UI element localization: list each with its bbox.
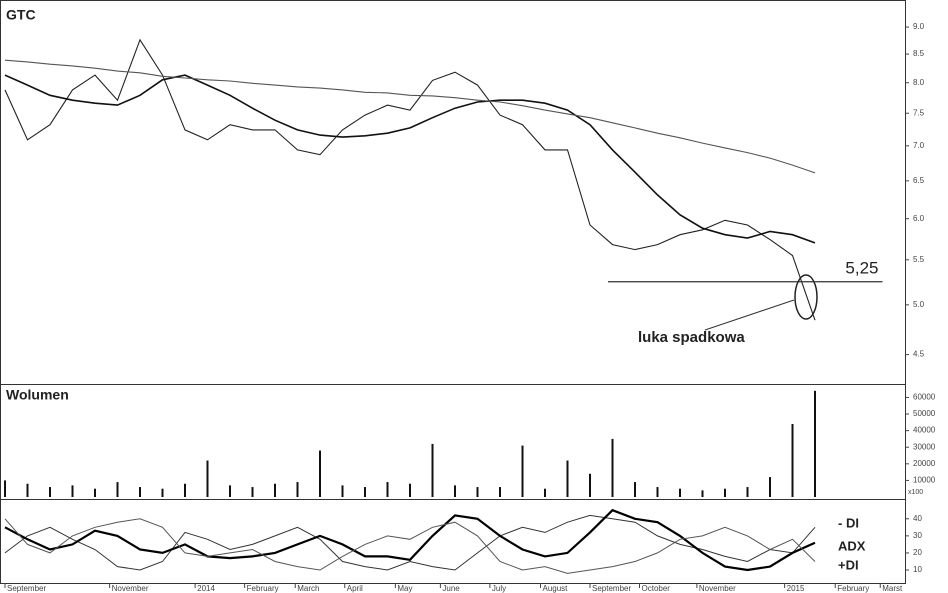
x-tick-label: February bbox=[837, 584, 869, 593]
legend-label: - DI bbox=[838, 515, 859, 530]
y-tick-label: 7.0 bbox=[913, 141, 925, 150]
volume-bar bbox=[274, 483, 276, 497]
y-tick-label: 30000 bbox=[913, 442, 936, 451]
volume-bar bbox=[589, 473, 591, 497]
volume-bar bbox=[566, 460, 569, 497]
x-tick-label: August bbox=[543, 584, 569, 593]
series-line bbox=[4, 38, 816, 321]
support-label: 5,25 bbox=[845, 258, 878, 277]
x-tick-label: May bbox=[397, 584, 412, 593]
x-tick-label: September bbox=[7, 584, 46, 593]
volume-bar bbox=[49, 487, 51, 497]
volume-bar bbox=[319, 450, 321, 497]
gap-ellipse bbox=[794, 274, 818, 320]
volume-bar bbox=[206, 460, 209, 497]
volume-bar bbox=[94, 488, 96, 497]
volume-bar bbox=[184, 483, 186, 497]
volume-bar bbox=[364, 487, 366, 497]
volume-bar bbox=[161, 488, 164, 497]
volume-bar bbox=[431, 443, 434, 497]
volume-bar bbox=[544, 488, 546, 497]
y-tick-label: 7.5 bbox=[913, 108, 925, 117]
volume-bar bbox=[611, 438, 614, 497]
gap-annotation: luka spadkowa bbox=[638, 329, 745, 346]
x-tick-label: 2015 bbox=[787, 584, 805, 593]
volume-bar bbox=[296, 482, 299, 497]
volume-title: Wolumen bbox=[6, 387, 69, 403]
y-tick-label: 10000 bbox=[913, 476, 936, 485]
x-tick-label: November bbox=[112, 584, 149, 593]
series-line bbox=[4, 74, 816, 244]
volume-bar bbox=[724, 488, 726, 497]
x-tick-label: November bbox=[699, 584, 736, 593]
price-panel-frame bbox=[0, 0, 906, 385]
x-tick-label: April bbox=[347, 584, 363, 593]
y-tick-label: 6.0 bbox=[913, 214, 925, 223]
series-line bbox=[4, 514, 816, 571]
annotation-pointer bbox=[704, 299, 795, 331]
volume-bar bbox=[116, 482, 119, 497]
x-tick-label: March bbox=[297, 584, 319, 593]
volume-bar bbox=[769, 477, 771, 497]
volume-bar bbox=[791, 423, 794, 497]
y-tick-label: 10 bbox=[913, 565, 922, 574]
y-tick-label: 40000 bbox=[913, 426, 936, 435]
volume-unit-note: x100 bbox=[908, 489, 923, 496]
y-tick-label: 20000 bbox=[913, 459, 936, 468]
chart-title: GTC bbox=[6, 7, 36, 23]
legend-label: ADX bbox=[838, 538, 866, 553]
volume-bar bbox=[341, 485, 344, 497]
volume-bar bbox=[409, 483, 411, 497]
x-tick-label: June bbox=[442, 584, 460, 593]
y-tick-label: 50000 bbox=[913, 409, 936, 418]
volume-bar bbox=[71, 485, 74, 497]
volume-bar bbox=[634, 482, 636, 497]
series-line bbox=[4, 518, 816, 574]
volume-bar bbox=[521, 445, 524, 497]
volume-bar bbox=[746, 487, 749, 497]
y-tick-label: 40 bbox=[913, 514, 922, 523]
x-tick-label: September bbox=[592, 584, 631, 593]
y-tick-label: 9.0 bbox=[913, 22, 925, 31]
volume-bar bbox=[499, 487, 501, 497]
y-tick-label: 4.5 bbox=[913, 350, 925, 359]
y-tick-label: 5.5 bbox=[913, 255, 925, 264]
volume-bar bbox=[229, 485, 231, 497]
y-tick-label: 8.5 bbox=[913, 49, 925, 58]
x-tick-label: February bbox=[247, 584, 279, 593]
y-tick-label: 20 bbox=[913, 548, 922, 557]
volume-bar bbox=[4, 480, 6, 497]
volume-bar bbox=[26, 483, 29, 497]
volume-bar bbox=[656, 487, 659, 497]
y-tick-label: 30 bbox=[913, 531, 922, 540]
volume-bar bbox=[814, 390, 816, 497]
volume-bar bbox=[476, 487, 479, 497]
volume-bar bbox=[386, 482, 389, 497]
series-line bbox=[4, 508, 816, 572]
x-tick-label: October bbox=[642, 584, 671, 593]
series-line bbox=[4, 59, 816, 174]
x-tick-label: Marst bbox=[882, 584, 903, 593]
volume-bar bbox=[701, 490, 704, 497]
volume-bar bbox=[251, 487, 254, 497]
volume-bar bbox=[679, 488, 681, 497]
y-tick-label: 6.5 bbox=[913, 176, 925, 185]
legend-label: +DI bbox=[838, 557, 859, 572]
y-tick-label: 8.0 bbox=[913, 78, 925, 87]
y-tick-label: 5.0 bbox=[913, 300, 925, 309]
volume-bar bbox=[139, 487, 141, 497]
dmi-panel-frame bbox=[0, 499, 906, 584]
volume-bar bbox=[454, 485, 456, 497]
y-tick-label: 60000 bbox=[913, 393, 936, 402]
x-tick-label: July bbox=[492, 584, 506, 593]
x-tick-label: 2014 bbox=[197, 584, 215, 593]
